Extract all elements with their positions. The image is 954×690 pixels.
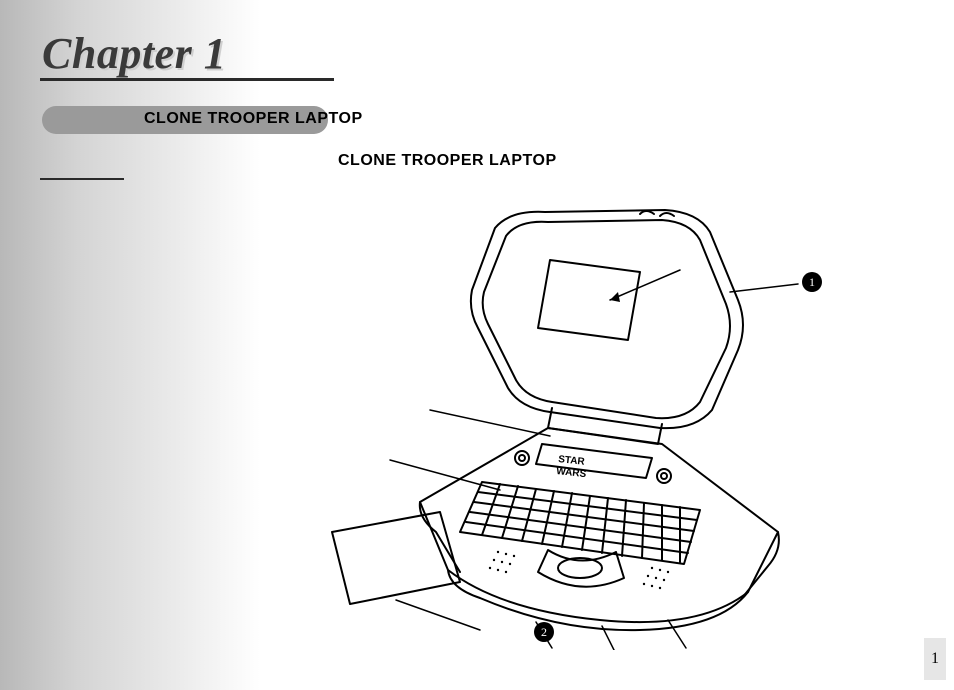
callout-marker-2: 2: [534, 622, 554, 642]
chapter-title: Chapter 1: [42, 28, 226, 79]
callout-number-1: 1: [809, 275, 815, 290]
title-underline-left: [40, 78, 280, 81]
page-number-box: 1: [924, 638, 946, 680]
sidebar-gradient: [0, 0, 260, 690]
callout-marker-1: 1: [802, 272, 822, 292]
section-heading: CLONE TROOPER LAPTOP: [338, 152, 557, 170]
laptop-illustration-svg: STAR WARS: [300, 200, 850, 650]
page-number: 1: [931, 650, 939, 668]
title-underline-short: [40, 178, 124, 180]
header-bar-label: CLONE TROOPER LAPTOP: [144, 110, 363, 128]
svg-text:WARS: WARS: [556, 466, 587, 480]
title-underline-right: [278, 78, 334, 81]
laptop-diagram: STAR WARS: [300, 200, 850, 650]
callout-number-2: 2: [541, 625, 547, 640]
